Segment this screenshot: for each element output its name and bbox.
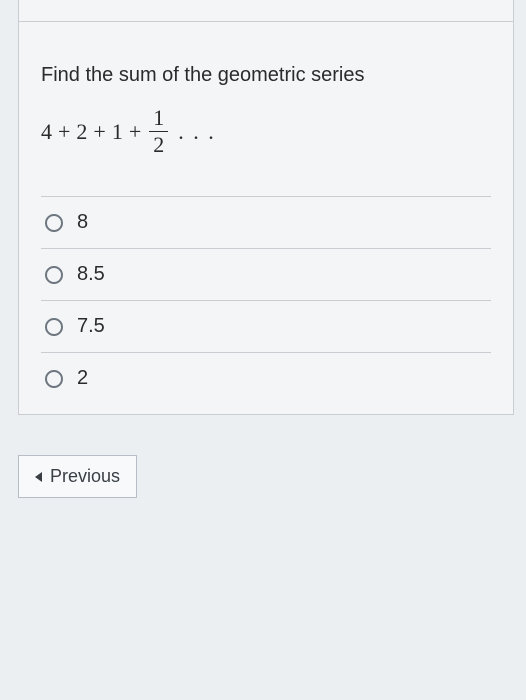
ellipsis: . . . (178, 119, 216, 145)
page-root: Find the sum of the geometric series 4 +… (0, 0, 526, 700)
answer-choice[interactable]: 8.5 (41, 248, 491, 300)
choice-label: 8 (77, 211, 88, 234)
previous-button-label: Previous (50, 466, 120, 487)
answer-choices: 8 8.5 7.5 2 (41, 196, 491, 404)
previous-button[interactable]: Previous (18, 455, 137, 498)
series-expression: 4 + 2 + 1 + 1 2 . . . (41, 107, 491, 156)
question-body: Find the sum of the geometric series 4 +… (19, 22, 513, 414)
answer-choice[interactable]: 7.5 (41, 300, 491, 352)
choice-label: 7.5 (77, 315, 105, 338)
question-stem: Find the sum of the geometric series (41, 62, 491, 89)
radio-icon (45, 214, 63, 232)
series-term: 4 (41, 119, 52, 145)
card-top-divider (19, 0, 513, 22)
question-card: Find the sum of the geometric series 4 +… (18, 0, 514, 415)
plus-operator: + (129, 119, 141, 145)
fraction-numerator: 1 (149, 107, 168, 131)
series-term: 1 (112, 119, 123, 145)
choice-label: 2 (77, 367, 88, 390)
answer-choice[interactable]: 8 (41, 196, 491, 248)
radio-icon (45, 370, 63, 388)
choice-label: 8.5 (77, 263, 105, 286)
radio-icon (45, 266, 63, 284)
radio-icon (45, 318, 63, 336)
fraction-denominator: 2 (149, 131, 168, 156)
series-term: 2 (76, 119, 87, 145)
plus-operator: + (93, 119, 105, 145)
nav-bar: Previous (18, 455, 514, 498)
answer-choice[interactable]: 2 (41, 352, 491, 404)
chevron-left-icon (35, 472, 42, 482)
series-fraction: 1 2 (149, 107, 168, 156)
plus-operator: + (58, 119, 70, 145)
